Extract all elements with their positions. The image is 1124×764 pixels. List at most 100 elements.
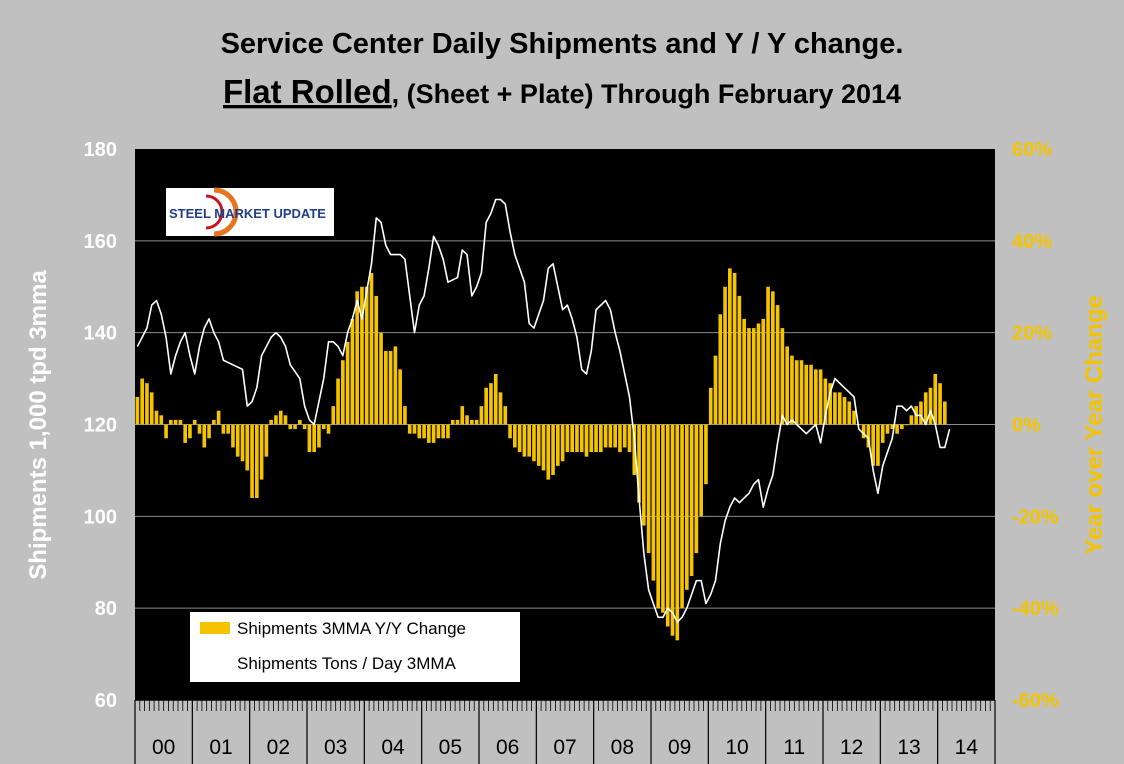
yoy-bar: [460, 406, 465, 425]
yoy-bar: [532, 424, 536, 462]
yoy-bar: [183, 424, 187, 443]
y-axis-left-labels: 180 160 140 120 100 80 60: [84, 139, 117, 712]
yoy-bar: [427, 424, 431, 443]
yoy-bar: [312, 424, 316, 453]
yoy-bar: [159, 415, 164, 425]
yoy-bar: [207, 424, 211, 439]
yoy-bar: [723, 286, 727, 425]
yoy-bar: [560, 424, 565, 462]
yoy-bar: [871, 424, 875, 466]
y-right-tick-label: -40%: [1012, 598, 1059, 620]
yoy-bar: [283, 415, 288, 425]
yoy-bar: [364, 286, 369, 425]
yoy-bar: [708, 387, 713, 425]
yoy-bar: [417, 424, 422, 439]
yoy-bar: [278, 410, 283, 425]
yoy-bar: [751, 328, 756, 425]
x-tick-label: 09: [668, 736, 691, 759]
yoy-bar: [876, 424, 880, 466]
yoy-bar: [642, 424, 646, 526]
yoy-bar: [699, 424, 703, 517]
yoy-bar: [169, 419, 173, 425]
yoy-bar: [235, 424, 240, 457]
yoy-bar: [221, 424, 226, 434]
x-tick-label: 06: [496, 736, 519, 759]
x-tick-label: 02: [267, 736, 290, 759]
yoy-bar: [517, 424, 522, 453]
yoy-bar: [938, 383, 942, 425]
yoy-bar: [250, 424, 254, 498]
yoy-bar: [775, 305, 780, 425]
y-left-tick-label: 180: [84, 139, 117, 161]
shipments-line: [136, 198, 951, 623]
yoy-bar: [656, 424, 660, 609]
yoy-bar: [403, 406, 407, 425]
yoy-bar: [388, 351, 393, 425]
yoy-bar: [407, 424, 412, 434]
x-tick-label: 08: [611, 736, 634, 759]
yoy-bar: [474, 419, 479, 425]
yoy-bar: [756, 323, 761, 425]
yoy-bar: [436, 424, 441, 439]
yoy-bar: [503, 406, 508, 425]
yoy-bar: [360, 286, 364, 425]
yoy-bar: [226, 424, 230, 434]
yoy-bar: [264, 424, 269, 457]
yoy-bar: [632, 424, 637, 476]
yoy-bar: [852, 410, 856, 425]
yoy-bar: [661, 424, 665, 613]
x-tick-label: 00: [152, 736, 175, 759]
yoy-bar: [240, 424, 245, 462]
yoy-bar: [307, 424, 312, 453]
yoy-bar: [565, 424, 570, 453]
gridlines: [135, 240, 995, 609]
yoy-bar: [670, 424, 675, 636]
yoy-bar: [164, 424, 168, 439]
legend-box: [190, 612, 520, 682]
yoy-bar: [321, 424, 326, 430]
steel-market-update-logo: STEEL MARKET UPDATE: [166, 187, 334, 237]
y-right-tick-label: 40%: [1012, 231, 1052, 253]
yoy-bar: [804, 364, 809, 425]
yoy-bar: [794, 360, 799, 425]
yoy-bar: [685, 424, 689, 590]
yoy-bar: [742, 318, 746, 425]
y-left-tick-label: 160: [84, 231, 117, 253]
yoy-bar: [145, 383, 149, 425]
yoy-bar: [694, 424, 699, 554]
yoy-bar: [455, 419, 460, 425]
yoy-bar: [575, 424, 579, 453]
yoy-bar: [317, 424, 321, 448]
yoy-bar: [513, 424, 517, 448]
x-tick-label: 11: [783, 736, 805, 759]
yoy-bar: [541, 424, 546, 471]
yoy-bar: [866, 424, 871, 448]
yoy-bar: [245, 424, 250, 471]
chart-title-line2: Flat Rolled, (Sheet + Plate) Through Feb…: [223, 73, 901, 110]
legend-label-bars: Shipments 3MMA Y/Y Change: [237, 619, 466, 638]
y-left-tick-label: 80: [95, 598, 117, 620]
yoy-bar: [900, 424, 904, 430]
yoy-bar: [202, 424, 207, 448]
yoy-bar: [446, 424, 450, 439]
yoy-bar: [140, 378, 144, 425]
yoy-bar: [799, 360, 804, 425]
yoy-bar: [704, 424, 708, 485]
yoy-bar: [780, 328, 785, 425]
yoy-bar: [622, 424, 627, 448]
yoy-bar: [498, 392, 503, 425]
yoy-bar: [298, 419, 302, 425]
yoy-bar: [484, 387, 488, 425]
yoy-bar: [508, 424, 512, 439]
yoy-bar: [188, 424, 192, 439]
yoy-bar: [393, 346, 398, 425]
yoy-bar: [259, 424, 264, 480]
chart-title-line1: Service Center Daily Shipments and Y / Y…: [221, 28, 904, 60]
shipments-line-group: [136, 198, 951, 623]
yoy-bar: [173, 419, 178, 425]
yoy-bar: [216, 410, 221, 425]
yoy-bar: [192, 419, 197, 425]
yoy-bar: [847, 401, 852, 425]
yoy-bar: [536, 424, 541, 466]
yoy-bar: [909, 415, 914, 425]
